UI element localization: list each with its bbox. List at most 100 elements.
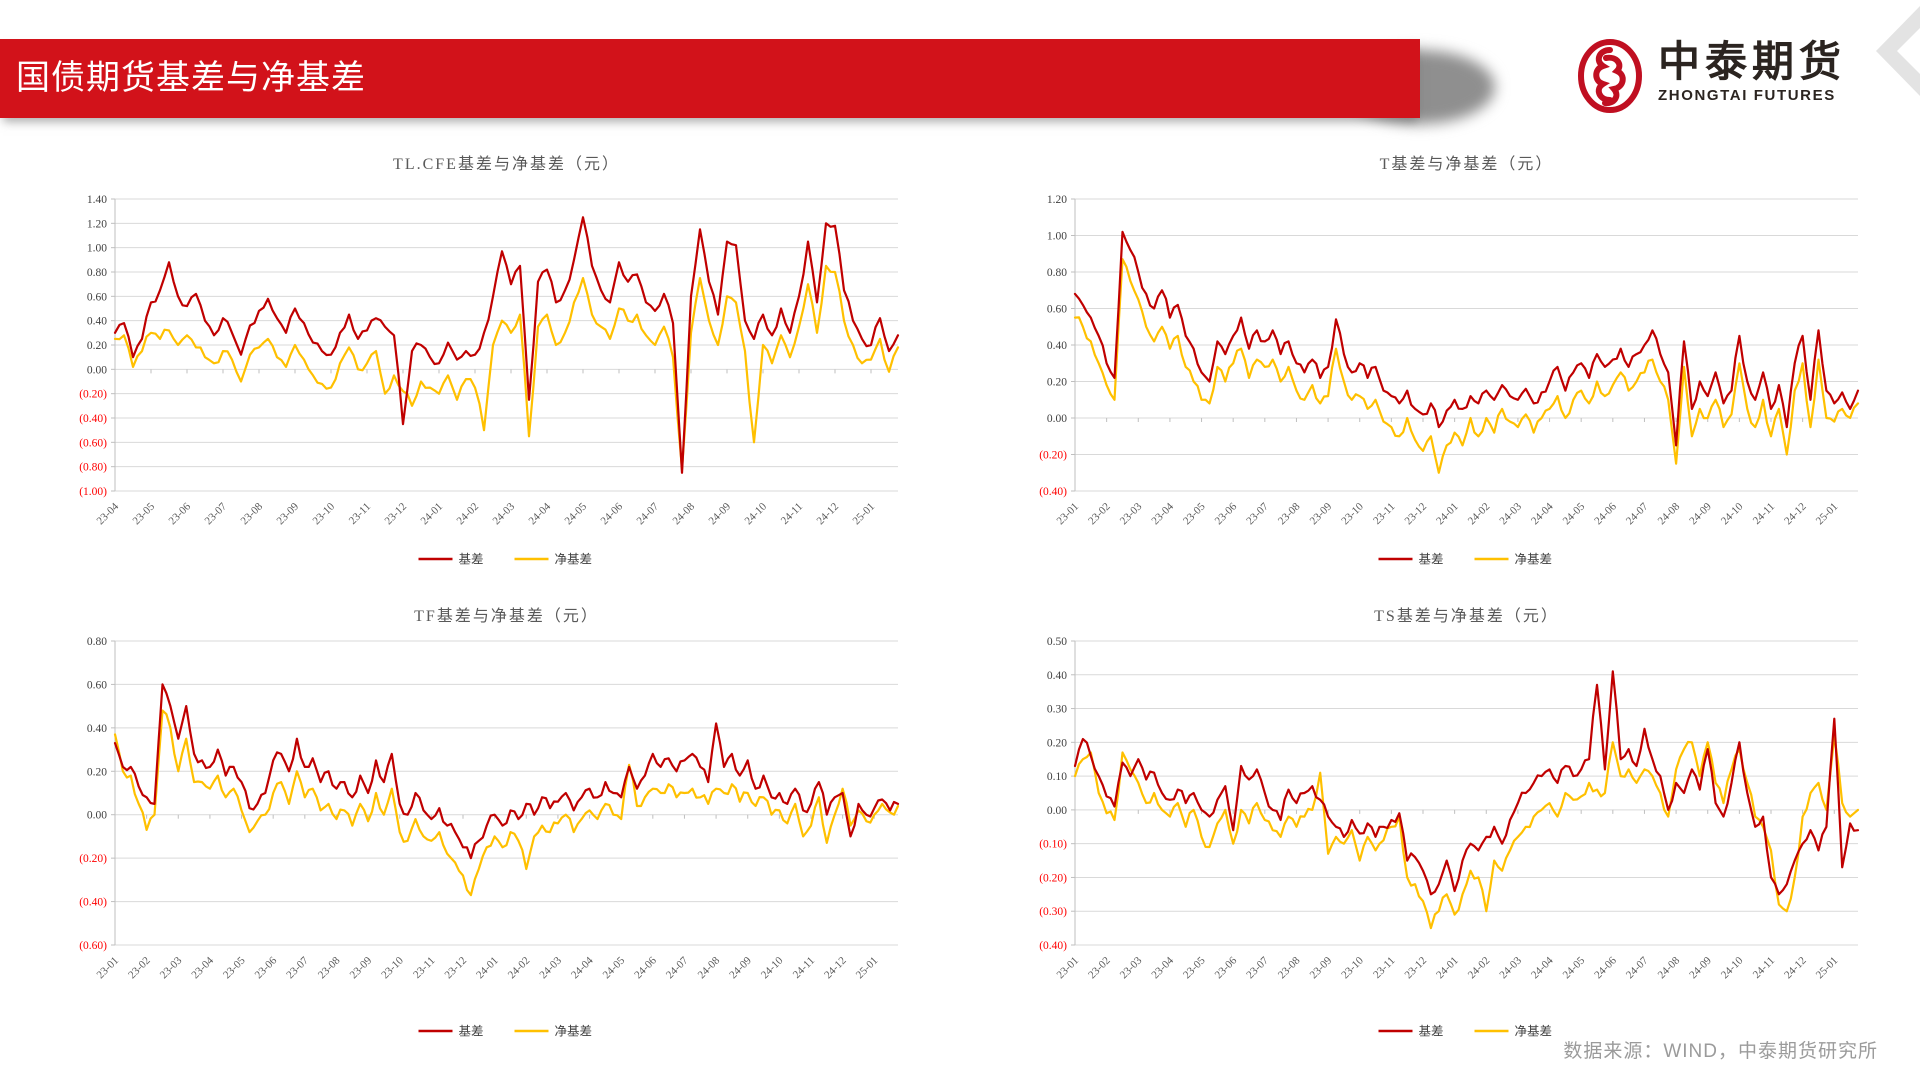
y-tick-label: (0.30) <box>1039 906 1067 918</box>
net-basis-line <box>113 709 900 897</box>
y-axis: 1.20 1.00 0.80 0.60 0.40 0.20 0.00 (0.20) (0.40) <box>1039 194 1858 498</box>
x-tick-label: 24-12 <box>822 955 849 982</box>
x-tick-label: 24-07 <box>634 500 661 527</box>
y-tick-label: (0.20) <box>79 389 107 401</box>
y-tick-label: 0.40 <box>87 723 107 735</box>
x-tick-label: 23-10 <box>310 500 337 527</box>
x-tick-label: 24-11 <box>779 501 805 527</box>
x-tick-label: 24-04 <box>1529 500 1556 527</box>
x-tick-label: 23-12 <box>1402 501 1429 528</box>
legend-basis-label: 基差 <box>459 553 484 567</box>
y-tick-label: (0.10) <box>1039 839 1067 851</box>
y-tick-label: 0.20 <box>1047 377 1067 389</box>
x-tick-label: 24-03 <box>537 954 564 981</box>
x-tick-label: 23-10 <box>379 954 406 981</box>
x-tick-label: 24-03 <box>1497 954 1524 981</box>
x-tick-label: 24-10 <box>1719 500 1746 527</box>
logo-cn-text: 中泰期货 <box>1658 38 1847 85</box>
y-tick-label: 0.00 <box>87 810 107 822</box>
x-tick-label: 24-06 <box>1592 500 1619 527</box>
y-tick-label: (0.40) <box>1039 940 1067 952</box>
x-tick-label: 24-01 <box>418 501 445 528</box>
x-tick-label: 24-07 <box>1624 500 1651 527</box>
x-tick-label: 23-08 <box>1276 954 1303 981</box>
x-tick-label: 23-01 <box>1054 955 1081 982</box>
x-tick-label: 24-06 <box>1592 954 1619 981</box>
x-tick-label: 23-12 <box>1402 955 1429 982</box>
x-tick-label: 25-01 <box>854 955 881 982</box>
x-tick-label: 23-09 <box>1308 500 1335 527</box>
y-tick-label: 0.20 <box>1047 737 1067 749</box>
y-tick-label: (0.60) <box>79 437 107 449</box>
x-tick-label: 23-04 <box>1149 954 1176 981</box>
chart-title: T基差与净基差（元） <box>1380 155 1554 173</box>
chart-plot: TS基差与净基差（元） 0.50 0.40 0.30 0.20 0.10 0.00 (0.10… <box>1039 607 1860 1039</box>
x-tick-label: 24-08 <box>1656 500 1683 527</box>
x-tick-label: 23-01 <box>94 955 121 982</box>
logo-en-text: ZHONGTAI FUTURES <box>1658 87 1836 104</box>
x-tick-label: 24-01 <box>474 955 501 982</box>
x-tick-label: 24-10 <box>742 500 769 527</box>
x-tick-label: 23-06 <box>253 954 280 981</box>
y-tick-label: (1.00) <box>79 486 107 498</box>
y-tick-label: 0.20 <box>87 766 107 778</box>
x-tick-label: 23-11 <box>1371 501 1397 527</box>
x-tick-label: 23-11 <box>1371 955 1397 981</box>
x-axis: 23-01 23-02 23-03 23-04 23-05 23-06 23-07 23-08… <box>94 814 881 982</box>
x-tick-label: 24-04 <box>1529 954 1556 981</box>
x-tick-label: 23-01 <box>1054 501 1081 528</box>
y-tick-label: 0.10 <box>1047 771 1067 783</box>
x-tick-label: 24-02 <box>1466 955 1493 982</box>
chart-title: TL.CFE基差与净基差（元） <box>393 155 620 173</box>
x-tick-label: 24-04 <box>526 500 553 527</box>
y-tick-label: 0.80 <box>87 636 107 648</box>
chart-plot: TF基差与净基差（元） 0.80 0.60 0.40 0.20 0.00 (0.20) (0.… <box>79 607 900 1039</box>
x-tick-label: 24-05 <box>1561 500 1588 527</box>
legend: 基差 净基差 <box>418 1025 592 1039</box>
x-tick-label: 24-05 <box>1561 954 1588 981</box>
x-tick-label: 24-05 <box>562 500 589 527</box>
x-tick-label: 24-02 <box>506 955 533 982</box>
x-tick-label: 23-11 <box>347 501 373 527</box>
legend-net-basis-label: 净基差 <box>1515 1025 1553 1039</box>
x-tick-label: 23-05 <box>130 500 157 527</box>
x-tick-label: 23-09 <box>348 954 375 981</box>
y-tick-label: 1.00 <box>1047 231 1067 243</box>
legend-basis-label: 基差 <box>1419 1025 1444 1039</box>
y-tick-label: 0.00 <box>87 364 107 376</box>
legend-net-basis-label: 净基差 <box>1515 553 1553 567</box>
x-tick-label: 25-01 <box>1814 501 1841 528</box>
x-tick-label: 23-10 <box>1339 954 1366 981</box>
y-axis: 0.80 0.60 0.40 0.20 0.00 (0.20) (0.40) (0.60) <box>79 636 898 952</box>
x-tick-label: 24-09 <box>727 954 754 981</box>
y-tick-label: (0.40) <box>79 413 107 425</box>
x-tick-label: 24-03 <box>490 500 517 527</box>
logo: 中泰期货 ZHONGTAI FUTURES <box>1576 38 1846 114</box>
legend-basis-label: 基差 <box>1419 553 1444 567</box>
net-basis-line <box>1073 258 1860 474</box>
basis-line <box>113 683 900 860</box>
x-tick-label: 24-12 <box>1782 501 1809 528</box>
x-tick-label: 23-11 <box>411 955 437 981</box>
x-tick-label: 24-12 <box>1782 955 1809 982</box>
chart-tl-cfe-basis: TL.CFE基差与净基差（元） 1.40 1.20 1.00 0.80 0.60 0.40 0… <box>40 120 920 585</box>
basis-line <box>1073 230 1860 447</box>
corner-chevron-icon <box>1876 6 1920 96</box>
y-tick-label: 0.40 <box>1047 670 1067 682</box>
x-tick-label: 23-06 <box>1213 500 1240 527</box>
y-tick-label: (0.20) <box>1039 450 1067 462</box>
x-tick-label: 23-04 <box>189 954 216 981</box>
chart-plot: TL.CFE基差与净基差（元） 1.40 1.20 1.00 0.80 0.60 0.40 0… <box>79 155 900 567</box>
x-tick-label: 24-02 <box>1466 501 1493 528</box>
y-tick-label: 0.60 <box>87 679 107 691</box>
y-tick-label: 0.00 <box>1047 805 1067 817</box>
x-tick-label: 23-09 <box>274 500 301 527</box>
x-tick-label: 24-02 <box>454 501 481 528</box>
x-tick-label: 23-07 <box>1244 954 1271 981</box>
x-tick-label: 24-11 <box>1751 955 1777 981</box>
x-tick-label: 24-10 <box>759 954 786 981</box>
x-tick-label: 24-10 <box>1719 954 1746 981</box>
x-tick-label: 24-04 <box>569 954 596 981</box>
x-tick-label: 23-09 <box>1308 954 1335 981</box>
